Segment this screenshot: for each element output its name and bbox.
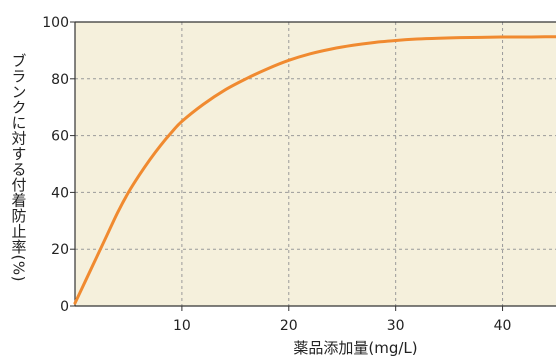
y-tick-label: 60 (51, 129, 69, 145)
y-tick-label: 80 (51, 72, 69, 88)
y-tick-label: 100 (42, 15, 69, 31)
y-tick-label: 20 (51, 242, 69, 258)
axes (74, 21, 556, 307)
plot-area (75, 22, 556, 306)
y-tick-label: 40 (51, 185, 69, 201)
y-axis-label: ブランクに対する付着防止率(%) (9, 52, 28, 282)
x-tick-label: 10 (173, 318, 191, 334)
x-tick-label: 20 (280, 318, 298, 334)
tick-labels: 0 20 40 60 80 100 10 20 30 40 (42, 15, 511, 334)
series (73, 35, 556, 305)
y-tick-label: 0 (60, 299, 69, 315)
x-tick-label: 30 (387, 318, 405, 334)
x-tick-label: 40 (494, 318, 512, 334)
x-axis-label: 薬品添加量(mg/L) (293, 339, 417, 357)
series-line (73, 35, 556, 305)
grid (75, 22, 556, 306)
y-axis-label-wrap: ブランクに対する付着防止率(%) (8, 22, 30, 312)
